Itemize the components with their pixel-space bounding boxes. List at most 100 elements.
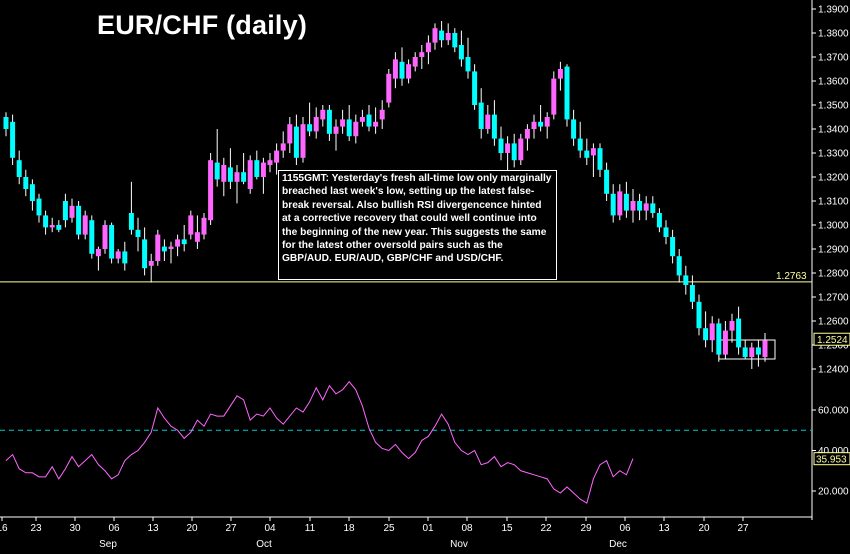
candle-up bbox=[234, 172, 240, 182]
candle-up bbox=[749, 347, 755, 357]
chart-title: EUR/CHF (daily) bbox=[97, 10, 308, 40]
candle-down bbox=[16, 160, 22, 177]
candle-up bbox=[445, 33, 451, 41]
candle-down bbox=[241, 172, 247, 182]
candle-down bbox=[227, 167, 233, 182]
price-tick-label: 1.3700 bbox=[818, 53, 849, 64]
candle-down bbox=[736, 318, 742, 348]
candle-up bbox=[201, 217, 207, 235]
date-tick-label: 23 bbox=[30, 523, 42, 534]
rsi-line bbox=[5, 380, 634, 504]
candle-down bbox=[135, 229, 141, 237]
candle-down bbox=[676, 256, 682, 276]
candle-up bbox=[518, 138, 524, 161]
candle-up bbox=[531, 121, 537, 129]
candle-up bbox=[188, 215, 194, 235]
candle-up bbox=[148, 261, 154, 266]
candle-down bbox=[43, 215, 49, 228]
date-tick-label: 20 bbox=[698, 523, 710, 534]
date-tick-label: 16 bbox=[0, 523, 8, 534]
candle-down bbox=[689, 285, 695, 302]
rsi-tick-label: 20.000 bbox=[818, 487, 849, 498]
price-tick-label: 1.3800 bbox=[818, 29, 849, 40]
candle-down bbox=[478, 102, 484, 129]
date-tick-label: 11 bbox=[305, 523, 316, 534]
candle-up bbox=[260, 162, 266, 177]
date-tick-label: 06 bbox=[619, 523, 631, 534]
candle-down bbox=[650, 203, 656, 213]
candle-up bbox=[392, 59, 398, 79]
candle-down bbox=[122, 251, 128, 264]
candle-up bbox=[168, 246, 174, 249]
candle-down bbox=[472, 71, 478, 105]
candle-down bbox=[511, 143, 517, 161]
date-tick-label: 30 bbox=[69, 523, 81, 534]
candle-up bbox=[544, 117, 550, 127]
candle-up bbox=[102, 225, 108, 249]
last-price-label: 1.2524 bbox=[817, 335, 848, 346]
candle-down bbox=[326, 109, 332, 134]
candle-down bbox=[577, 138, 583, 151]
candle-down bbox=[56, 225, 62, 230]
candle-down bbox=[142, 239, 148, 269]
candle-up bbox=[69, 205, 75, 218]
candle-up bbox=[709, 323, 715, 341]
candle-up bbox=[95, 249, 101, 257]
candle-down bbox=[214, 162, 220, 180]
date-tick-label: 29 bbox=[580, 523, 592, 534]
date-tick-label: 01 bbox=[422, 523, 434, 534]
price-tick-label: 1.3900 bbox=[818, 5, 849, 16]
candle-up bbox=[353, 121, 359, 137]
candle-up bbox=[722, 330, 728, 355]
candle-up bbox=[313, 117, 319, 132]
candle-down bbox=[346, 119, 352, 137]
candle-up bbox=[373, 121, 379, 127]
candle-up bbox=[340, 119, 346, 127]
candle-down bbox=[656, 213, 662, 228]
candle-down bbox=[597, 148, 603, 170]
candle-up bbox=[406, 64, 412, 79]
price-tick-label: 1.2400 bbox=[818, 365, 849, 376]
price-tick-label: 1.3300 bbox=[818, 149, 849, 160]
candle-down bbox=[604, 169, 610, 194]
candle-up bbox=[300, 124, 306, 158]
candle-down bbox=[76, 205, 82, 235]
candle-down bbox=[623, 193, 629, 211]
month-label: Dec bbox=[609, 539, 627, 550]
candle-up bbox=[247, 160, 253, 189]
candle-up bbox=[208, 160, 214, 221]
date-tick-label: 13 bbox=[147, 523, 159, 534]
price-tick-label: 1.2600 bbox=[818, 317, 849, 328]
price-tick-label: 1.3400 bbox=[818, 125, 849, 136]
candle-down bbox=[181, 239, 187, 245]
candle-down bbox=[571, 119, 577, 139]
rsi-last-value-tag bbox=[813, 452, 850, 466]
candle-down bbox=[307, 124, 313, 132]
candle-down bbox=[465, 57, 471, 72]
candle-up bbox=[175, 239, 181, 247]
candle-down bbox=[538, 121, 544, 127]
candle-up bbox=[155, 234, 161, 261]
candle-up bbox=[320, 109, 326, 120]
candle-down bbox=[683, 275, 689, 285]
candle-up bbox=[333, 126, 339, 134]
candle-down bbox=[498, 138, 504, 153]
candle-down bbox=[23, 177, 29, 189]
candle-up bbox=[287, 124, 293, 144]
candle-up bbox=[762, 340, 768, 357]
candle-down bbox=[670, 237, 676, 257]
price-tick-label: 1.3100 bbox=[818, 197, 849, 208]
price-tick-label: 1.3500 bbox=[818, 101, 849, 112]
price-tick-label: 1.2900 bbox=[818, 245, 849, 256]
candle-up bbox=[630, 201, 636, 211]
candle-down bbox=[29, 184, 35, 201]
candle-up bbox=[412, 57, 418, 67]
candle-down bbox=[610, 193, 616, 216]
candle-down bbox=[755, 347, 761, 355]
candle-up bbox=[485, 114, 491, 129]
rsi-tick-label: 60.000 bbox=[818, 406, 849, 417]
candle-up bbox=[267, 160, 273, 165]
candle-down bbox=[696, 301, 702, 329]
